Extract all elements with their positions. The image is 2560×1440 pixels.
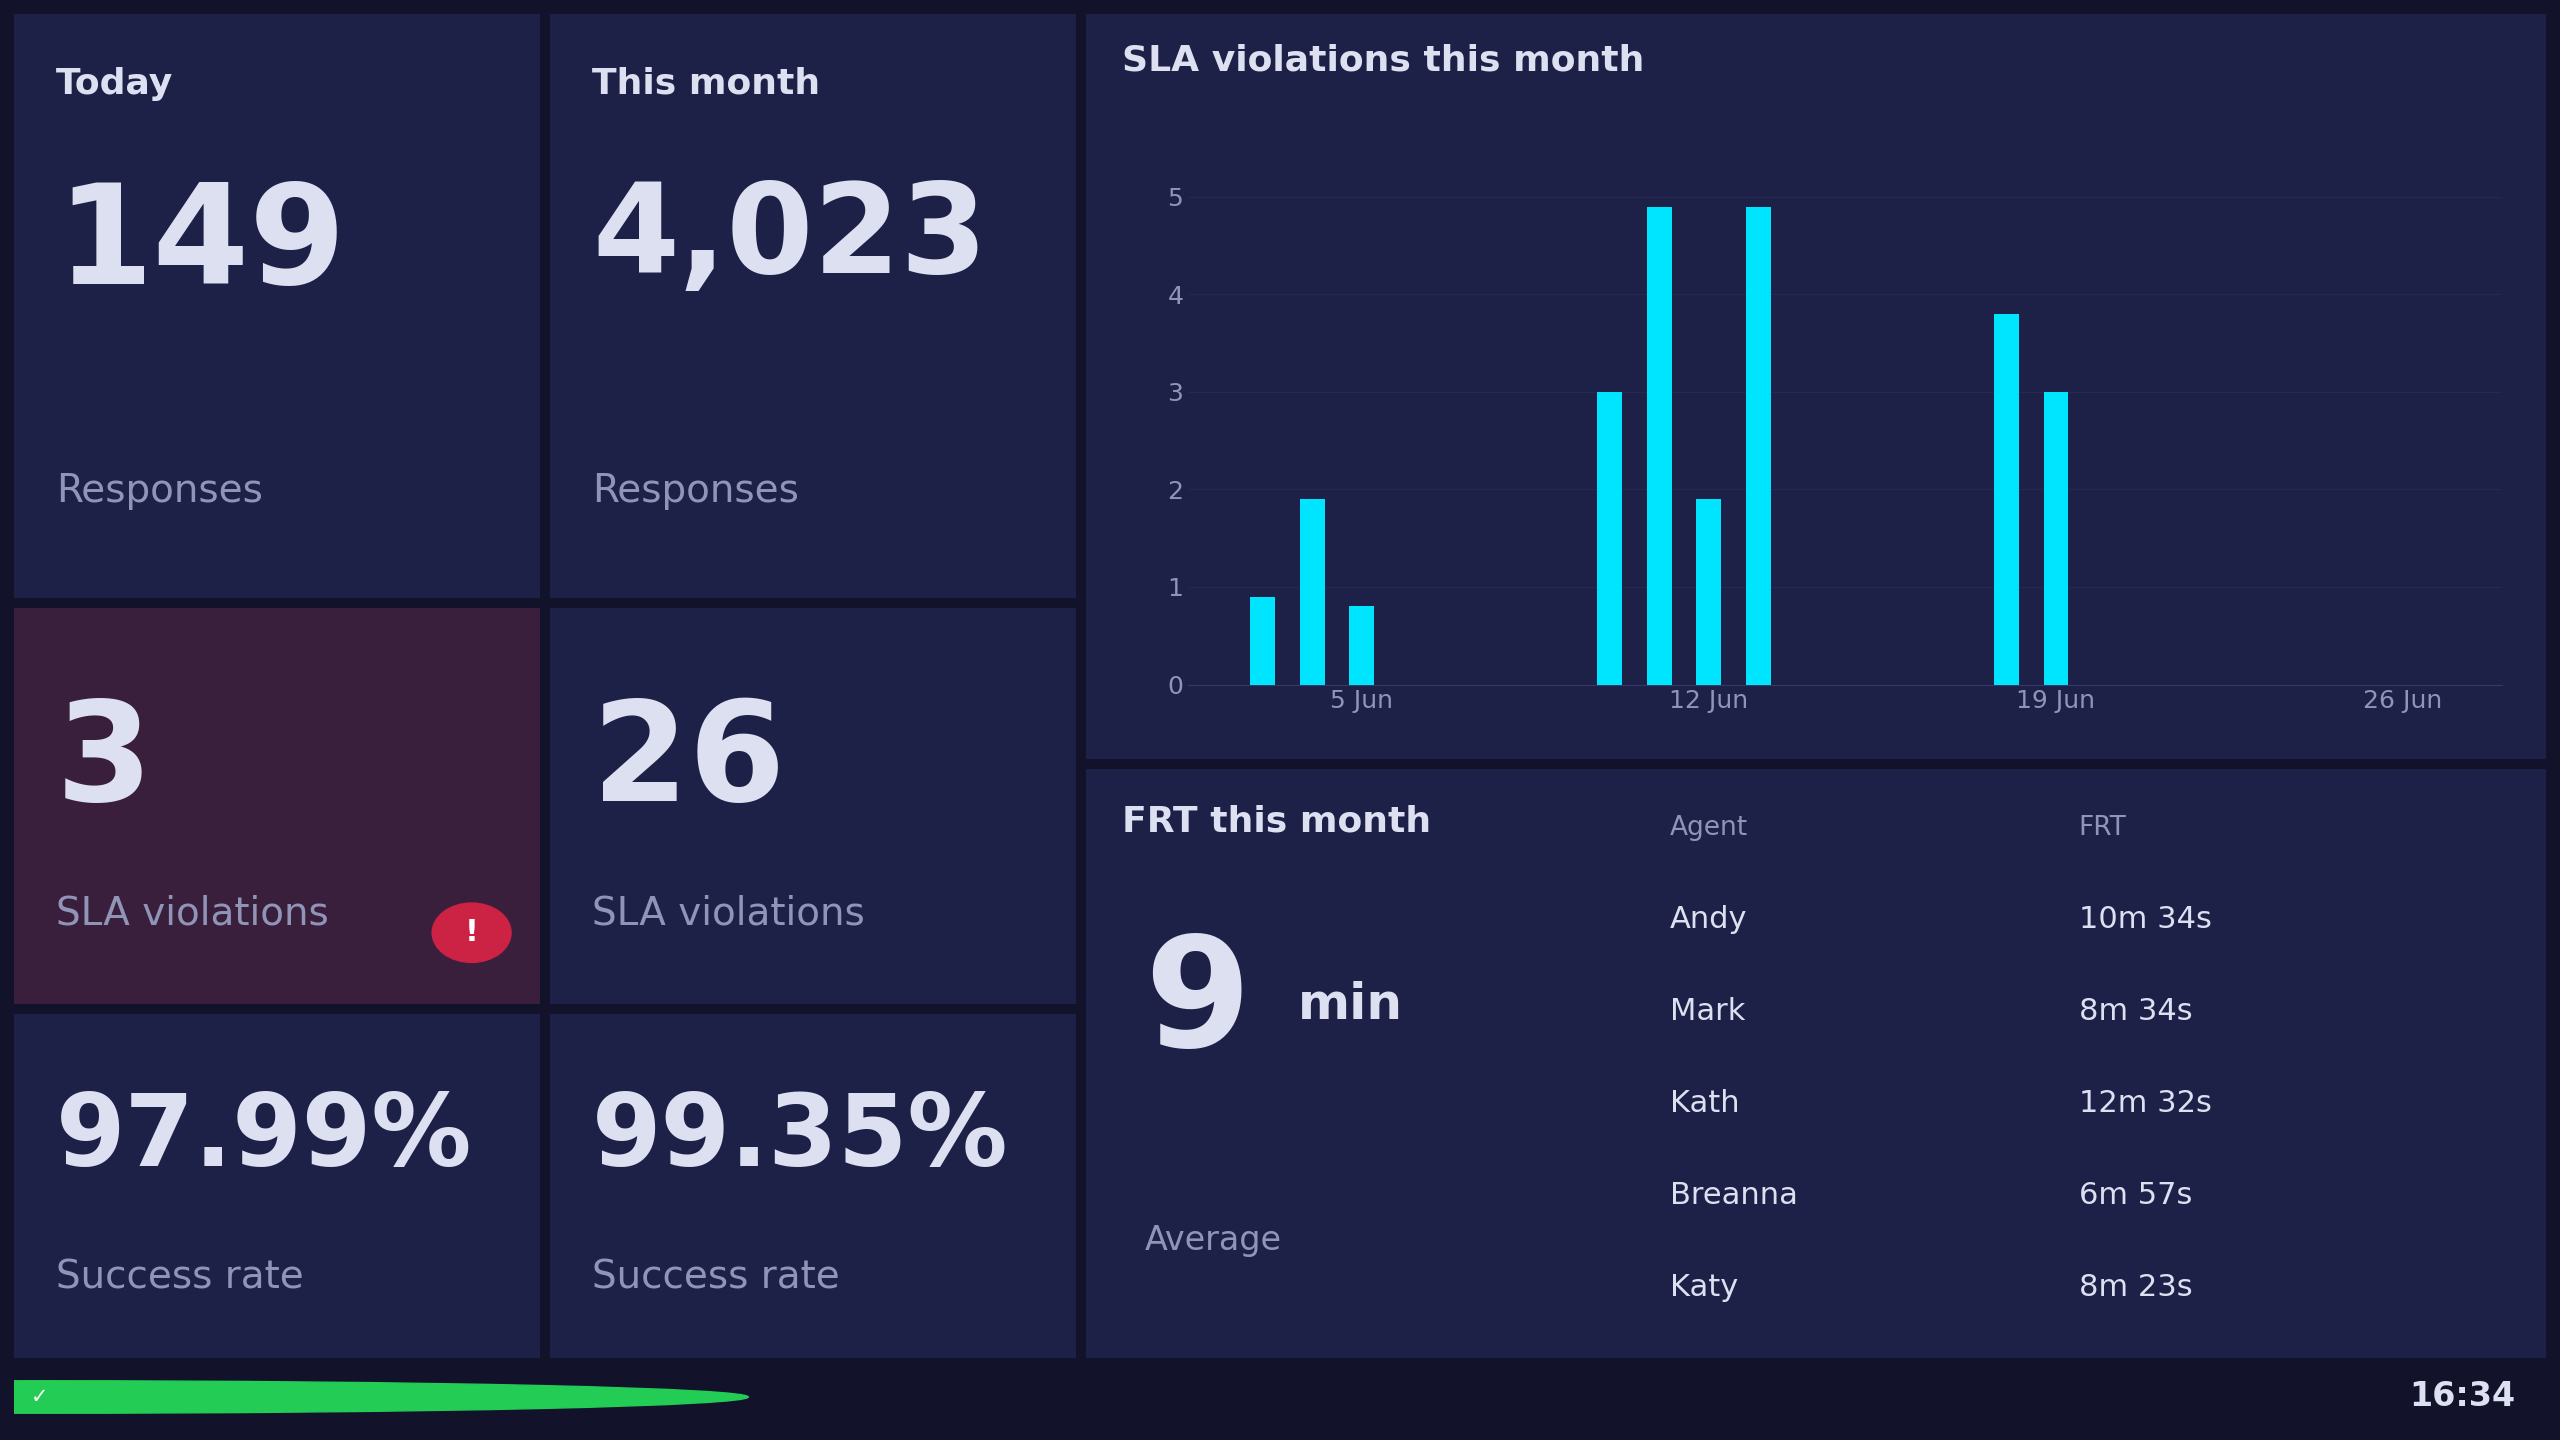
FancyBboxPatch shape — [1073, 763, 2560, 1364]
Text: Andy: Andy — [1669, 906, 1748, 935]
Bar — [2043, 392, 2068, 684]
Text: 4,023: 4,023 — [591, 177, 988, 298]
Bar — [1300, 500, 1324, 684]
Text: min: min — [1298, 981, 1403, 1028]
Text: 6m 57s: 6m 57s — [2079, 1181, 2191, 1210]
Text: SLA violations: SLA violations — [591, 894, 865, 933]
Text: Agent: Agent — [1669, 815, 1748, 841]
Text: Breanna: Breanna — [1669, 1181, 1797, 1210]
Text: 149: 149 — [56, 177, 346, 312]
Text: 3: 3 — [56, 696, 154, 829]
Text: Success rate: Success rate — [591, 1259, 840, 1296]
Text: Today: Today — [56, 66, 174, 101]
FancyBboxPatch shape — [545, 9, 1080, 603]
Text: 10m 34s: 10m 34s — [2079, 906, 2212, 935]
Text: 9: 9 — [1144, 930, 1252, 1079]
Bar — [1349, 606, 1375, 684]
FancyBboxPatch shape — [545, 603, 1080, 1008]
Text: 26: 26 — [591, 696, 786, 829]
Text: ✓: ✓ — [31, 1387, 49, 1407]
Text: 99.35%: 99.35% — [591, 1090, 1009, 1187]
Bar — [1697, 500, 1720, 684]
Text: Powered by Geckoboard: Powered by Geckoboard — [246, 1388, 466, 1405]
FancyBboxPatch shape — [8, 1011, 545, 1361]
Text: SLA violations this month: SLA violations this month — [1121, 43, 1646, 78]
FancyBboxPatch shape — [545, 1011, 1080, 1361]
Text: 16:34: 16:34 — [2409, 1381, 2516, 1414]
Bar — [1597, 392, 1623, 684]
Text: Mark: Mark — [1669, 996, 1746, 1027]
Text: 8m 34s: 8m 34s — [2079, 996, 2191, 1027]
Text: Success rate: Success rate — [56, 1259, 305, 1296]
Bar — [1646, 206, 1672, 684]
Bar — [1746, 206, 1772, 684]
Text: SLA dashboard: SLA dashboard — [69, 1385, 282, 1408]
Text: Average: Average — [1144, 1224, 1283, 1257]
Bar — [1249, 596, 1275, 684]
Text: Responses: Responses — [591, 472, 799, 510]
Text: This month: This month — [591, 66, 819, 101]
FancyBboxPatch shape — [1073, 7, 2560, 766]
Text: Katy: Katy — [1669, 1273, 1738, 1302]
Text: 12m 32s: 12m 32s — [2079, 1089, 2212, 1117]
Text: 8m 23s: 8m 23s — [2079, 1273, 2191, 1302]
Circle shape — [433, 903, 512, 962]
Text: FRT: FRT — [2079, 815, 2127, 841]
Text: Responses: Responses — [56, 472, 264, 510]
FancyBboxPatch shape — [8, 9, 545, 603]
Text: SLA violations: SLA violations — [56, 894, 328, 933]
Text: FRT this month: FRT this month — [1121, 805, 1431, 838]
Text: !: ! — [466, 919, 479, 948]
FancyBboxPatch shape — [8, 603, 545, 1008]
Text: 97.99%: 97.99% — [56, 1090, 474, 1187]
Text: Kath: Kath — [1669, 1089, 1741, 1117]
Circle shape — [0, 1381, 748, 1413]
Bar — [1994, 314, 2020, 684]
